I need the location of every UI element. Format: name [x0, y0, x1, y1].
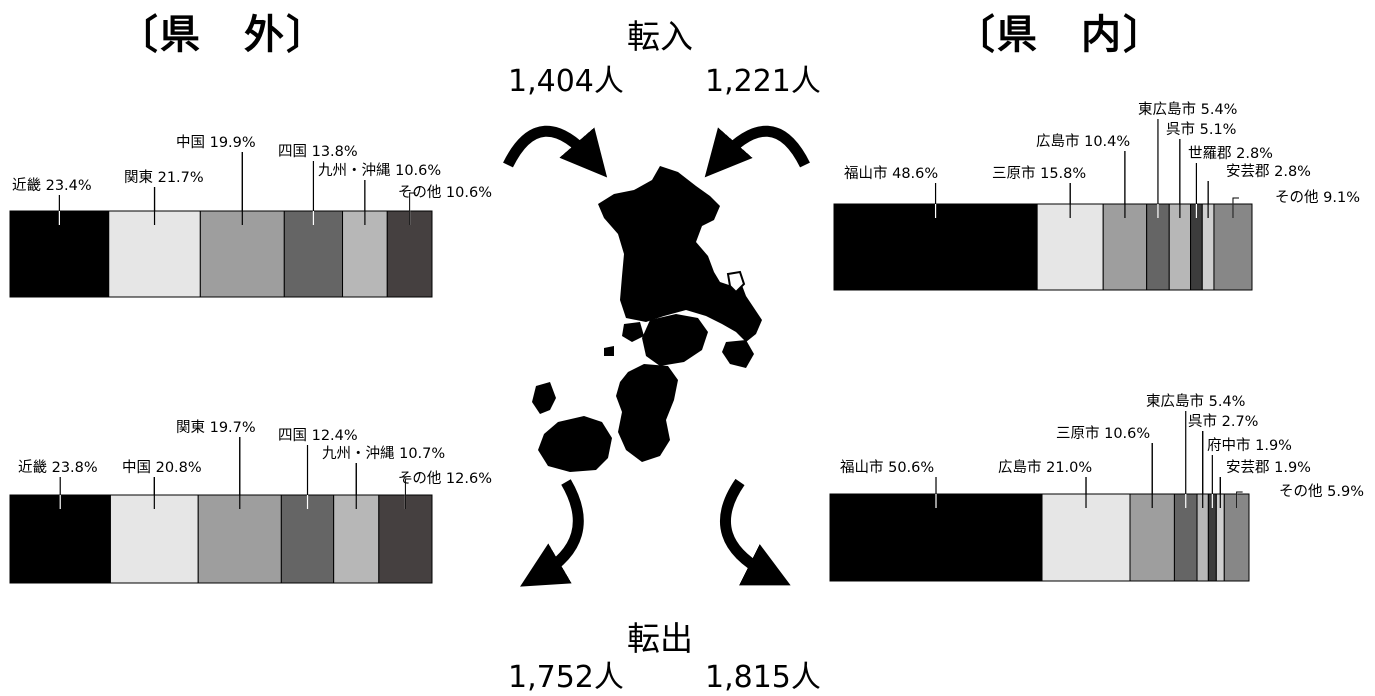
bar-segment: [378, 494, 433, 584]
segment-label: その他 12.6%: [398, 470, 492, 487]
segment-label: 三原市 10.6%: [1056, 425, 1150, 442]
bar-segment: [9, 210, 110, 298]
arrow-in-left-icon: [503, 125, 608, 178]
label-leader-line: [1236, 491, 1243, 508]
segment-label: その他 10.6%: [398, 184, 492, 201]
segment-label: 呉市 2.7%: [1188, 413, 1258, 430]
segment-label: 安芸郡 2.8%: [1226, 163, 1311, 180]
segment-label: その他 9.1%: [1275, 189, 1360, 206]
bar-segment: [1129, 493, 1175, 582]
segment-label: 近畿 23.8%: [18, 459, 98, 476]
in-inside-count: 1,221人: [705, 64, 821, 99]
bar-segment: [9, 494, 111, 584]
bar-segment: [108, 210, 201, 298]
segment-label: 四国 13.8%: [278, 144, 358, 160]
out-inside-count: 1,815人: [705, 660, 821, 695]
label-leader-line: [409, 192, 416, 225]
arrow-out-left-icon: [520, 479, 584, 587]
arrow-out-right-icon: [720, 478, 791, 586]
out-outside-count: 1,752人: [508, 660, 624, 695]
segment-label: 中国 19.9%: [176, 134, 256, 151]
arrow-in-right-icon: [704, 125, 810, 178]
segment-label: 安芸郡 1.9%: [1226, 459, 1311, 476]
segment-label: 三原市 15.8%: [992, 165, 1086, 182]
label-leader-line: [404, 478, 412, 509]
segment-label: 東広島市 5.4%: [1146, 393, 1245, 410]
segment-label: その他 5.9%: [1279, 483, 1364, 500]
segment-label: 東広島市 5.4%: [1138, 101, 1237, 118]
segment-label: 広島市 21.0%: [998, 459, 1092, 476]
bar-segment: [386, 210, 433, 298]
segment-label: 呉市 5.1%: [1166, 121, 1236, 138]
segment-label: 九州・沖縄 10.6%: [318, 162, 441, 179]
heading-inside: 〔県 内〕: [955, 12, 1165, 58]
segment-label: 関東 21.7%: [124, 169, 204, 186]
segment-label: 府中市 1.9%: [1207, 437, 1292, 454]
segment-label: 広島市 10.4%: [1036, 133, 1130, 150]
map-silhouette-icon: [532, 166, 762, 472]
segment-label: 福山市 50.6%: [840, 459, 934, 476]
bar-segment: [1223, 493, 1250, 582]
out-flow-label: 転出: [627, 619, 693, 658]
label-leader-line: [1232, 197, 1239, 218]
bar-segment: [1036, 203, 1104, 291]
segment-label: 中国 20.8%: [122, 459, 202, 476]
segment-label: 四国 12.4%: [278, 428, 358, 444]
segment-label: 近畿 23.4%: [12, 177, 92, 194]
segment-label: 世羅郡 2.8%: [1188, 145, 1273, 162]
bar-segment: [829, 493, 1043, 582]
heading-outside: 〔県 外〕: [118, 12, 328, 58]
bar-segment: [1102, 203, 1148, 291]
segment-label: 福山市 48.6%: [844, 165, 938, 182]
in-outside-count: 1,404人: [508, 64, 624, 99]
bar-segment: [1041, 493, 1131, 582]
segment-label: 九州・沖縄 10.7%: [322, 445, 445, 462]
in-flow-label: 転入: [627, 17, 693, 56]
segment-label: 関東 19.7%: [176, 419, 256, 436]
bar-segment: [197, 494, 282, 584]
bar-segment: [283, 210, 344, 298]
